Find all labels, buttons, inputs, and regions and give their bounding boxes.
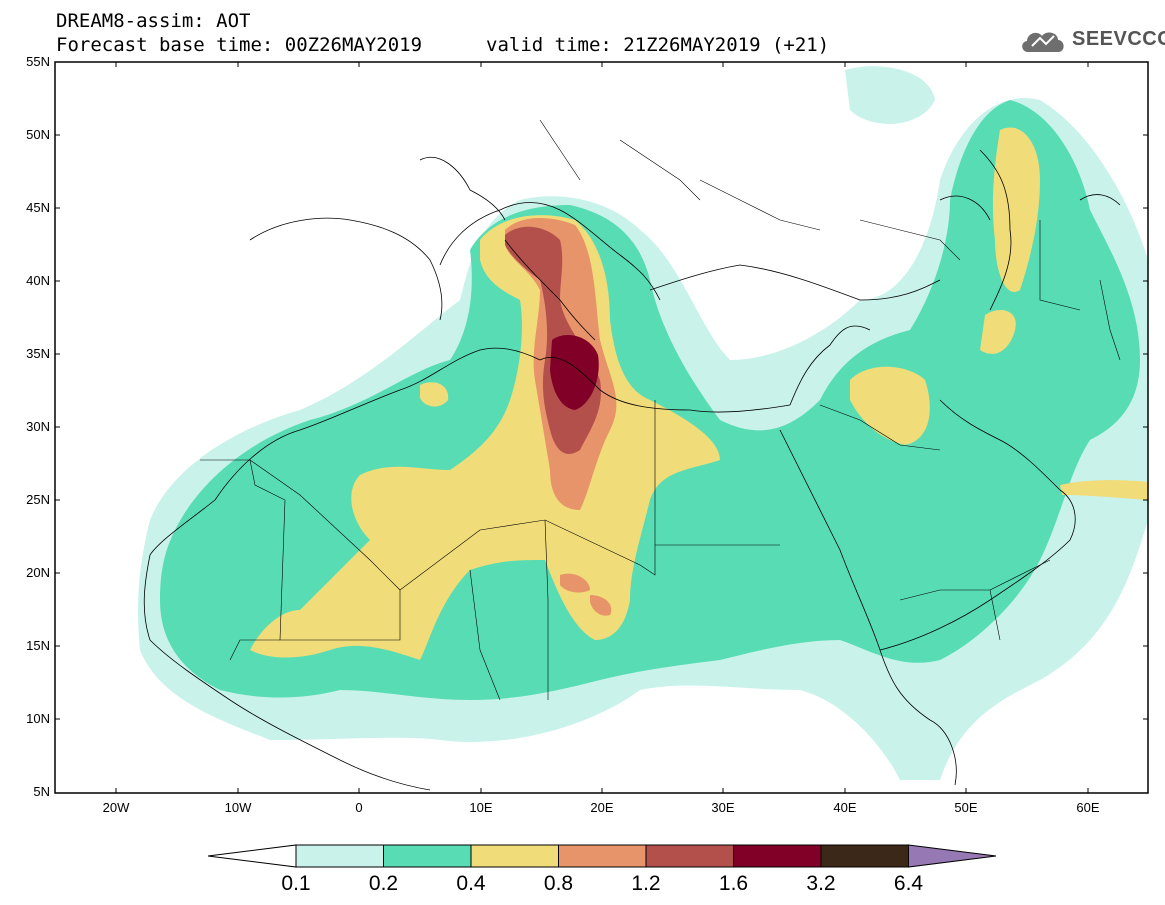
- lat-label: 30N: [26, 419, 50, 434]
- frame-ticks: [55, 62, 1148, 793]
- lon-label: 40E: [833, 800, 857, 815]
- lon-label: 50E: [954, 800, 978, 815]
- lat-label: 45N: [26, 200, 50, 215]
- colorbar-swatch-6: [733, 844, 822, 868]
- colorbar-swatch-5: [645, 844, 734, 868]
- lat-label: 40N: [26, 273, 50, 288]
- lon-label: 20W: [102, 800, 130, 815]
- colorbar-swatch-1: [295, 844, 384, 868]
- lon-label: 60E: [1076, 800, 1100, 815]
- coastlines: [143, 149, 1121, 791]
- colorbar-label: 3.2: [806, 872, 836, 895]
- colorbar-label: 0.4: [456, 872, 486, 895]
- valid-time: valid time: 21Z26MAY2019 (+21): [486, 34, 830, 56]
- lat-label: 10N: [26, 711, 50, 726]
- lon-label: 10W: [224, 800, 252, 815]
- lat-label: 35N: [26, 346, 50, 361]
- colorbar-swatch-3: [470, 844, 559, 868]
- colorbar: [207, 844, 997, 868]
- lon-label: 20E: [590, 800, 614, 815]
- borders: [200, 119, 1121, 701]
- colorbar-label: 6.4: [893, 872, 924, 895]
- map-title: DREAM8-assim: AOT: [56, 10, 251, 32]
- logo-text: SEEVCCC: [1072, 28, 1165, 50]
- lon-label: 10E: [469, 800, 493, 815]
- colorbar-swatch-7: [820, 844, 909, 868]
- lon-label: 30E: [711, 800, 735, 815]
- colorbar-swatch-4: [558, 844, 647, 868]
- colorbar-arrow-high: [908, 844, 997, 868]
- colorbar-arrow-low: [207, 844, 297, 868]
- colorbar-swatch-2: [383, 844, 472, 868]
- lat-label: 25N: [26, 492, 50, 507]
- colorbar-label: 0.1: [281, 872, 311, 895]
- map-frame: [54, 61, 1149, 794]
- colorbar-label: 0.2: [368, 872, 399, 895]
- lat-label: 5N: [33, 784, 50, 799]
- colorbar-label: 1.6: [718, 872, 749, 895]
- aot-shading: [138, 66, 1149, 781]
- cloud-icon: [1022, 32, 1064, 52]
- colorbar-label: 1.2: [631, 872, 661, 895]
- seevccc-logo: SEEVCCC: [1018, 24, 1165, 58]
- lat-label: 50N: [26, 127, 50, 142]
- lat-label: 55N: [26, 54, 50, 69]
- forecast-base-time: Forecast base time: 00Z26MAY2019: [56, 34, 423, 56]
- colorbar-label: 0.8: [543, 872, 574, 895]
- lon-label: 0: [355, 800, 363, 815]
- lat-label: 20N: [26, 565, 50, 580]
- lat-label: 15N: [26, 638, 50, 653]
